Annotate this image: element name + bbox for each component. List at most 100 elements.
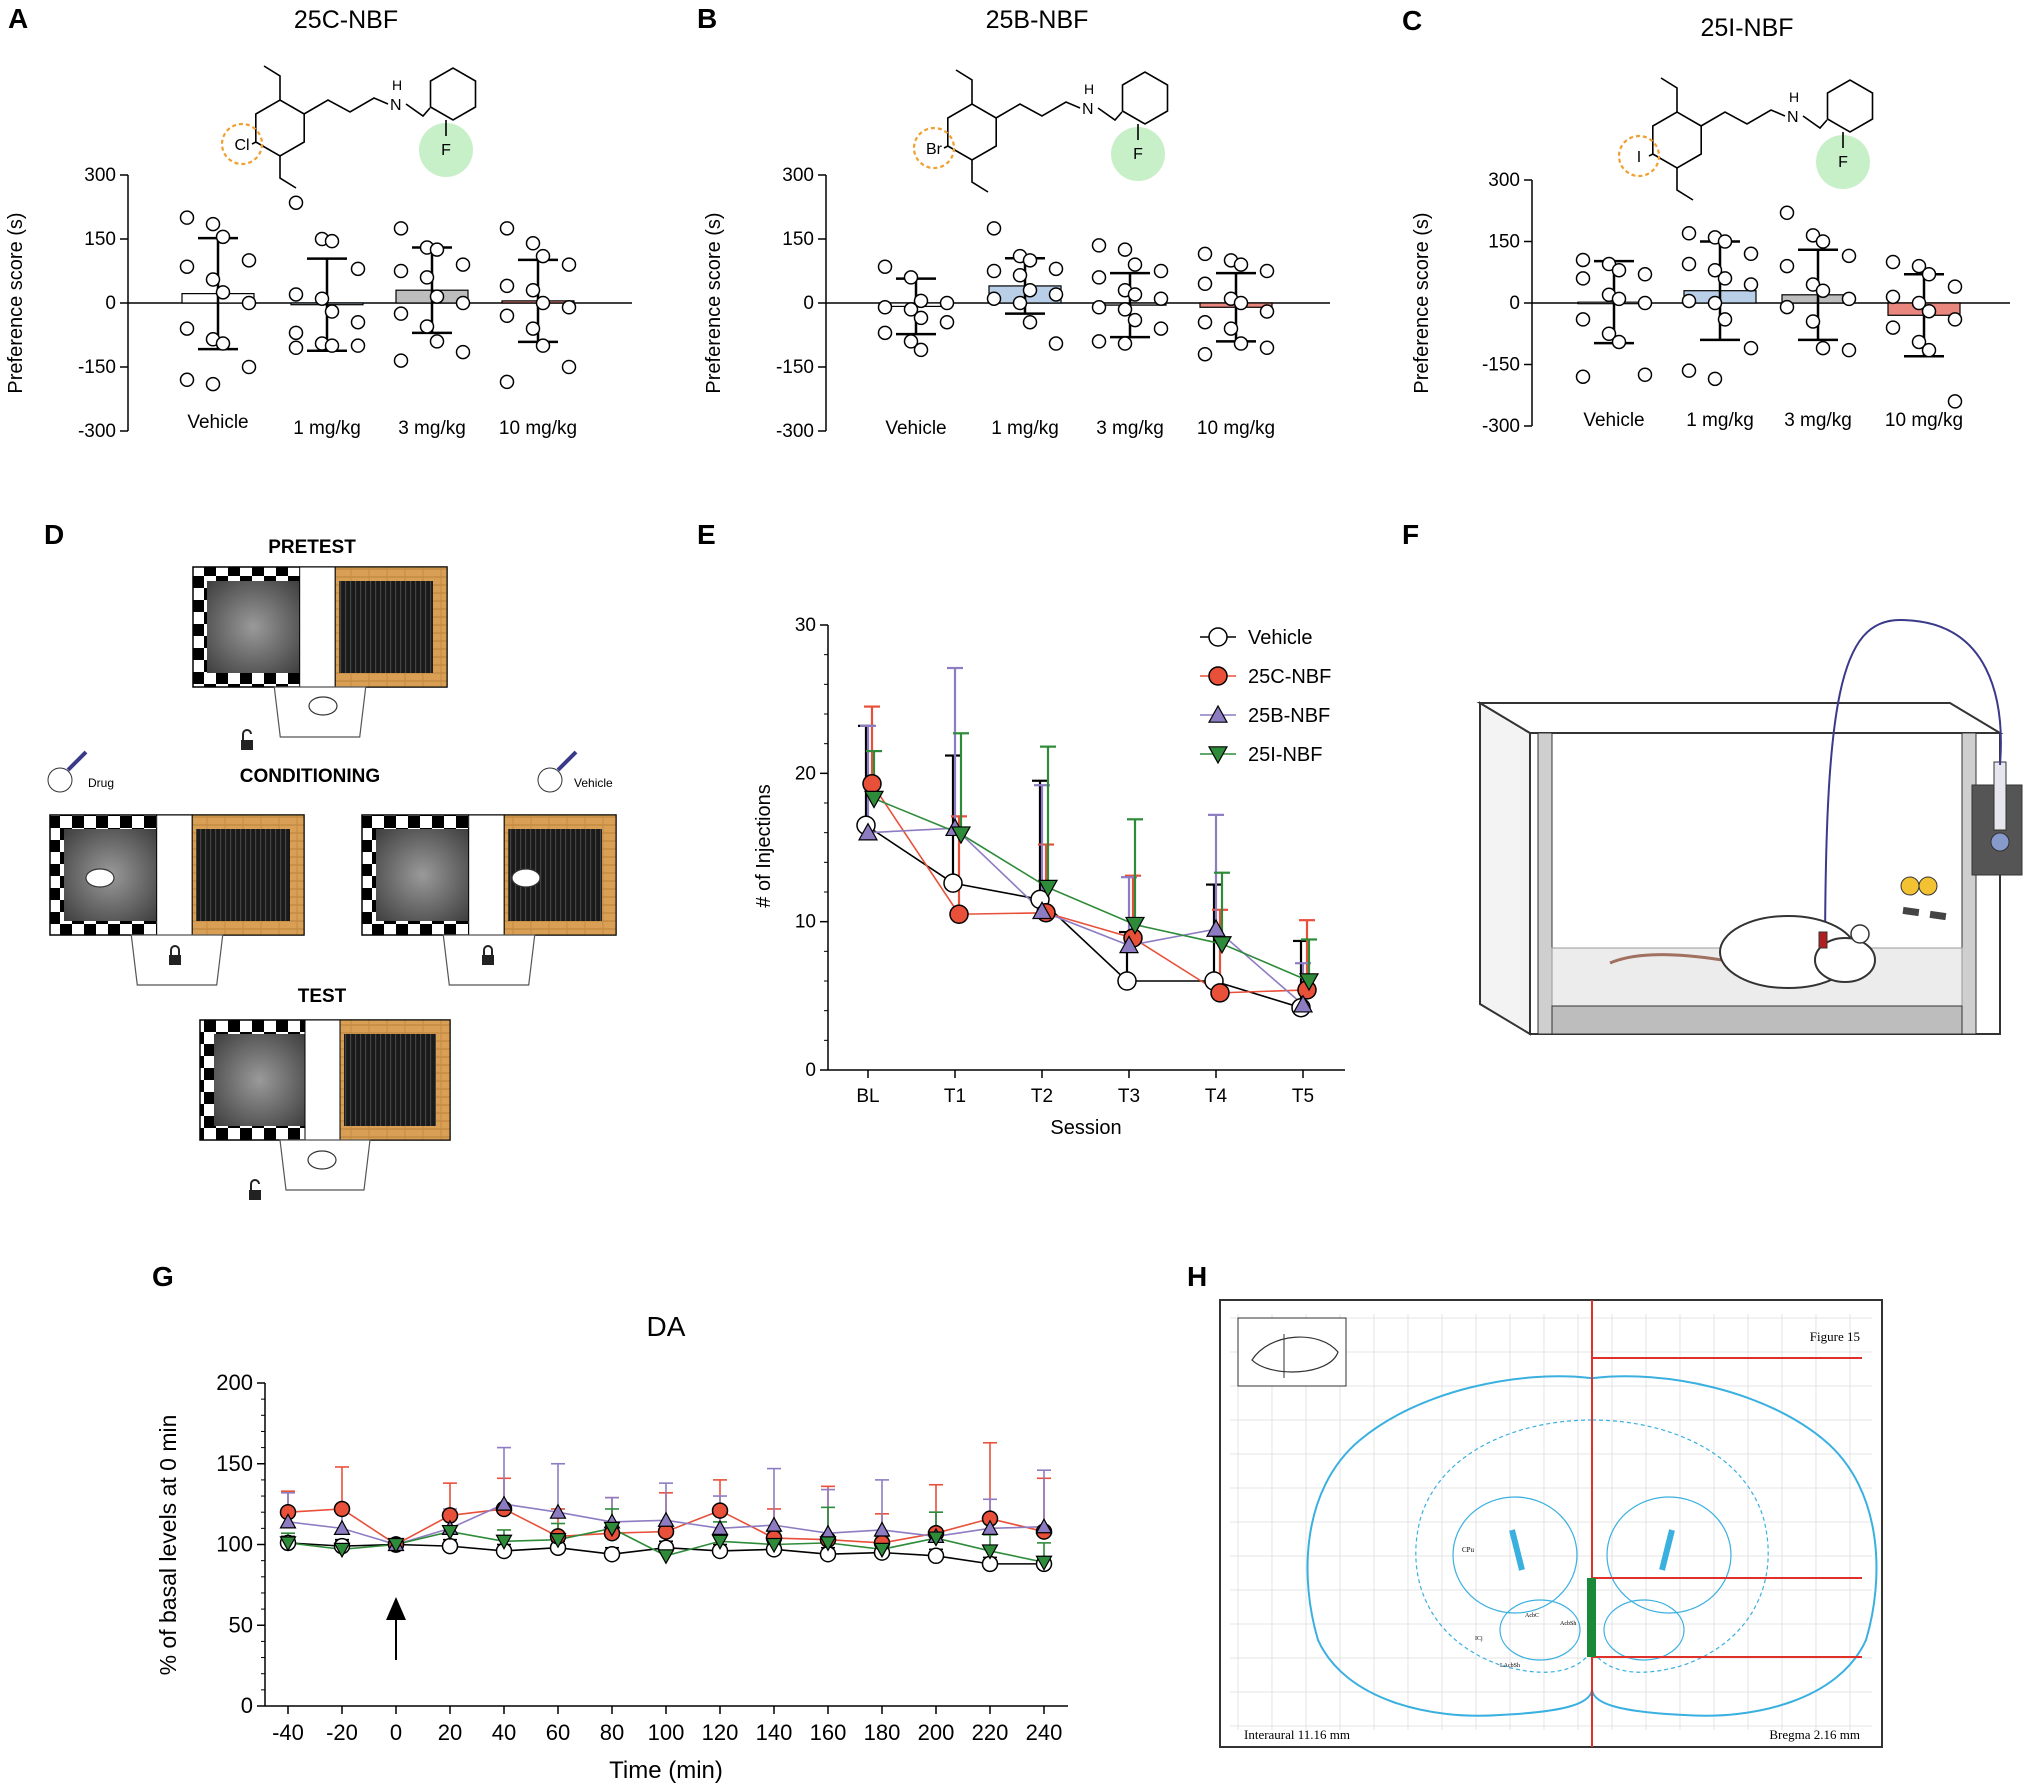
series-marker bbox=[333, 1500, 351, 1518]
benzene-ring-right bbox=[429, 67, 477, 121]
data-point bbox=[455, 295, 471, 311]
y-tick-label: 150 bbox=[84, 229, 116, 250]
series-marker bbox=[1211, 936, 1233, 955]
methoxy-bottom bbox=[971, 160, 989, 193]
series-marker bbox=[1292, 994, 1314, 1013]
data-point bbox=[1779, 299, 1795, 315]
rat-icon bbox=[511, 868, 541, 888]
series-marker bbox=[657, 1549, 675, 1565]
data-point bbox=[1885, 254, 1901, 270]
data-point bbox=[324, 338, 340, 353]
data-point bbox=[939, 314, 955, 330]
legend-label: 25B-NBF bbox=[1248, 705, 1330, 727]
y-tick-label: -150 bbox=[1482, 355, 1520, 376]
padlock-shackle bbox=[483, 945, 493, 955]
y-tick-label: 150 bbox=[216, 1451, 253, 1476]
series-marker bbox=[711, 1502, 729, 1519]
cpp-box bbox=[199, 1019, 451, 1191]
series-marker bbox=[981, 1544, 999, 1560]
data-point bbox=[1681, 293, 1697, 309]
chamber-right-frame bbox=[1961, 732, 1977, 1035]
data-point bbox=[1153, 291, 1169, 306]
data-point bbox=[1153, 263, 1169, 279]
data-point bbox=[241, 295, 257, 311]
data-point bbox=[903, 270, 919, 285]
cpp-box bbox=[192, 566, 448, 738]
data-point bbox=[1815, 340, 1831, 356]
x-tick-label: T5 bbox=[1292, 1086, 1314, 1107]
x-tick-label: -40 bbox=[272, 1720, 304, 1745]
methoxy-top bbox=[263, 65, 281, 100]
y-tick-label: 150 bbox=[782, 229, 814, 250]
data-point bbox=[288, 325, 304, 341]
panel-letter-g: G bbox=[152, 1261, 174, 1292]
chart-b-preference: 300 150 0 -150 -300 Preference score (s) Vehic… bbox=[703, 165, 1330, 442]
molecule-25b-nbf: NH Br F bbox=[912, 69, 1169, 193]
halogen-bond bbox=[251, 141, 257, 145]
series-marker bbox=[333, 1519, 351, 1535]
x-tick-label: 140 bbox=[756, 1720, 793, 1745]
y-tick-label: 30 bbox=[795, 615, 816, 636]
y-tick-label: 0 bbox=[241, 1693, 253, 1718]
vehicle-label: Vehicle bbox=[574, 776, 613, 790]
x-tick-label: 60 bbox=[546, 1720, 570, 1745]
data-point bbox=[913, 310, 929, 326]
halogen-label: Br bbox=[926, 141, 943, 158]
data-point bbox=[1637, 267, 1653, 282]
data-point bbox=[1707, 295, 1723, 311]
panel-a-title: 25C-NBF bbox=[294, 6, 398, 34]
data-point bbox=[913, 293, 929, 309]
series-marker bbox=[819, 1536, 837, 1552]
amine-n-label: N bbox=[390, 97, 402, 114]
fluorine-highlight bbox=[419, 123, 473, 177]
series-marker bbox=[549, 1533, 567, 1549]
data-point bbox=[877, 300, 893, 315]
cue-light-right bbox=[1918, 876, 1938, 896]
series-marker bbox=[279, 1513, 297, 1529]
x-tick-label: 200 bbox=[918, 1720, 955, 1745]
amine-h-label: H bbox=[1084, 81, 1094, 97]
y-tick-label: -300 bbox=[78, 421, 116, 442]
atlas-bregma: Bregma 2.16 mm bbox=[1769, 1727, 1860, 1742]
pump-knob bbox=[1990, 832, 2010, 852]
data-point bbox=[1911, 258, 1927, 274]
y-axis-label: Preference score (s) bbox=[703, 212, 725, 393]
label-cpu: CPu bbox=[1462, 1546, 1475, 1554]
data-point bbox=[1947, 279, 1963, 294]
methoxy-top bbox=[955, 69, 973, 104]
ethyl-chain bbox=[1700, 109, 1786, 127]
amine-n-label: N bbox=[1082, 101, 1094, 118]
x-tick-label: 100 bbox=[648, 1720, 685, 1745]
data-point bbox=[939, 295, 955, 311]
data-point bbox=[429, 242, 445, 257]
unlocked-padlock-icon bbox=[249, 1190, 261, 1200]
data-point bbox=[1127, 257, 1143, 272]
series-marker bbox=[927, 1547, 945, 1565]
data-point bbox=[288, 340, 304, 356]
data-point bbox=[1233, 257, 1249, 272]
data-point bbox=[288, 287, 304, 302]
y-tick-label: 300 bbox=[84, 165, 116, 186]
data-point bbox=[1717, 234, 1733, 249]
cpu-left bbox=[1452, 1496, 1578, 1614]
data-point bbox=[241, 253, 257, 268]
series-marker bbox=[441, 1537, 459, 1555]
data-point bbox=[1197, 314, 1213, 330]
fluorine-label: F bbox=[1838, 154, 1848, 171]
category-label: 1 mg/kg bbox=[1686, 410, 1754, 431]
series-marker bbox=[441, 1524, 459, 1541]
test-label: TEST bbox=[298, 986, 347, 1007]
data-point bbox=[1637, 367, 1653, 382]
series-marker bbox=[549, 1503, 567, 1519]
cpu-right bbox=[1606, 1496, 1732, 1614]
brain-atlas: Figure 15 Interaural 11.16 mm Bregma 2.1… bbox=[1219, 1299, 1883, 1748]
series-marker bbox=[950, 826, 972, 845]
data-point bbox=[1921, 267, 1937, 282]
data-point bbox=[1841, 342, 1857, 358]
category-label: Vehicle bbox=[1583, 410, 1644, 431]
x-tick-label: BL bbox=[856, 1086, 879, 1107]
data-point bbox=[877, 259, 893, 274]
x-tick-label: 160 bbox=[810, 1720, 847, 1745]
y-tick-label: 300 bbox=[782, 165, 814, 186]
